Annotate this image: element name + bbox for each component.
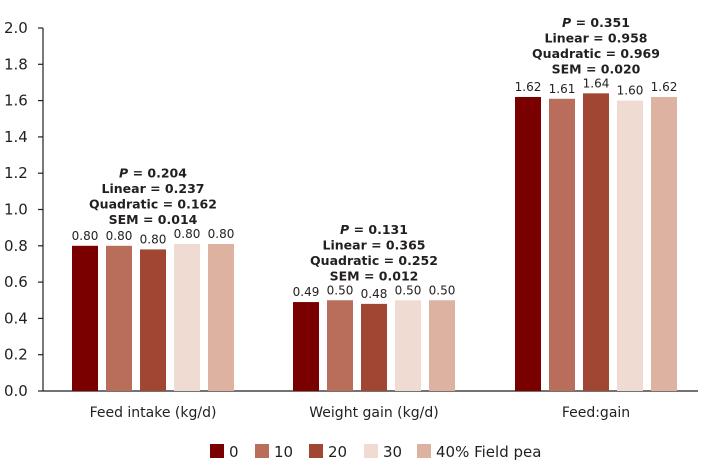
bar-20-1 bbox=[361, 303, 387, 391]
bar-20-2 bbox=[583, 93, 609, 391]
axes: 0.0 0.2 0.4 0.6 0.8 1.0 1.2 1.4 1.6 1.8 2.0 bbox=[4, 19, 698, 400]
bar-40-field-pea-0 bbox=[208, 243, 234, 391]
bar-10-2 bbox=[549, 98, 575, 391]
y-tick-label: 1.8 bbox=[4, 55, 28, 73]
bar-40-field-pea-1 bbox=[429, 300, 455, 391]
bar-value-label: 1.62 bbox=[515, 80, 542, 94]
value-labels: 0.80 0.49 1.62 0.80 0.50 1.61 0.80 0.48 1.64 0.80… bbox=[72, 76, 678, 301]
legend-swatch bbox=[309, 444, 323, 458]
bar-value-label: 0.80 bbox=[140, 232, 167, 246]
bar-0-1 bbox=[293, 302, 319, 391]
p-value: = 0.131 bbox=[349, 222, 408, 237]
legend-label: 20 bbox=[328, 443, 347, 461]
p-value: = 0.204 bbox=[128, 165, 187, 180]
bar-value-label: 0.80 bbox=[72, 229, 99, 243]
bar-10-0 bbox=[106, 245, 132, 391]
y-tick-label: 0.8 bbox=[4, 237, 28, 255]
y-tick-label: 2.0 bbox=[4, 19, 28, 37]
bar-30-1 bbox=[395, 300, 421, 391]
bar-value-label: 1.64 bbox=[583, 76, 610, 90]
bar-40-field-pea-2 bbox=[651, 96, 677, 391]
bar-value-label: 1.61 bbox=[549, 82, 576, 96]
legend-swatch bbox=[417, 444, 431, 458]
x-category-label: Feed:gain bbox=[562, 405, 630, 421]
legend-label: 0 bbox=[229, 443, 239, 461]
y-tick-label: 0.0 bbox=[4, 382, 28, 400]
bar-value-label: 1.62 bbox=[651, 80, 678, 94]
bar-value-label: 0.80 bbox=[106, 229, 133, 243]
x-category-label: Feed intake (kg/d) bbox=[90, 405, 217, 421]
p-value-line: P = 0.351 bbox=[562, 15, 630, 30]
legend-swatch bbox=[255, 444, 269, 458]
bar-10-1 bbox=[327, 300, 353, 391]
y-tick-label: 1.4 bbox=[4, 128, 28, 146]
y-axis-ticks: 0.0 0.2 0.4 0.6 0.8 1.0 1.2 1.4 1.6 1.8 2.0 bbox=[4, 19, 43, 400]
stat-line: Quadratic = 0.252 bbox=[310, 253, 438, 268]
stat-line: SEM = 0.020 bbox=[552, 61, 641, 76]
y-tick-label: 0.6 bbox=[4, 273, 28, 291]
stat-line: Quadratic = 0.969 bbox=[532, 46, 660, 61]
bar-value-label: 0.50 bbox=[429, 283, 456, 297]
bar-value-label: 0.80 bbox=[208, 227, 235, 241]
bar-value-label: 0.50 bbox=[327, 283, 354, 297]
bar-30-2 bbox=[617, 100, 643, 391]
bar-0-0 bbox=[72, 245, 98, 391]
bar-20-0 bbox=[140, 249, 166, 391]
stat-line: SEM = 0.012 bbox=[330, 268, 419, 283]
legend-label: 10 bbox=[274, 443, 293, 461]
bar-0-2 bbox=[515, 96, 541, 391]
p-label: P bbox=[562, 15, 571, 30]
y-tick-label: 1.2 bbox=[4, 164, 28, 182]
y-tick-label: 0.4 bbox=[4, 309, 28, 327]
bar-value-label: 0.49 bbox=[293, 285, 320, 299]
p-value: = 0.351 bbox=[571, 15, 630, 30]
legend-swatch bbox=[364, 444, 378, 458]
stat-line: SEM = 0.014 bbox=[109, 212, 198, 227]
y-tick-label: 1.0 bbox=[4, 201, 28, 219]
x-category-label: Weight gain (kg/d) bbox=[309, 405, 438, 421]
legend: 0 10 20 30 40% Field pea bbox=[210, 443, 541, 461]
legend-swatch bbox=[210, 444, 224, 458]
bar-value-label: 0.80 bbox=[174, 227, 201, 241]
stat-line: Quadratic = 0.162 bbox=[89, 196, 217, 211]
bar-value-label: 0.48 bbox=[361, 287, 388, 301]
p-label: P bbox=[340, 222, 349, 237]
stat-line: Linear = 0.958 bbox=[545, 30, 648, 45]
x-axis-category-labels: Feed intake (kg/d) Weight gain (kg/d) Feed… bbox=[90, 405, 631, 421]
y-tick-label: 1.6 bbox=[4, 92, 28, 110]
y-tick-label: 0.2 bbox=[4, 346, 28, 364]
legend-label: 40% Field pea bbox=[436, 443, 541, 461]
bar-value-label: 0.50 bbox=[395, 283, 422, 297]
legend-label: 30 bbox=[383, 443, 402, 461]
bar-value-label: 1.60 bbox=[617, 84, 644, 98]
bars bbox=[72, 93, 677, 391]
bar-30-0 bbox=[174, 243, 200, 391]
p-value-line: P = 0.131 bbox=[340, 222, 408, 237]
stat-line: Linear = 0.365 bbox=[323, 237, 426, 252]
p-value-line: P = 0.204 bbox=[119, 165, 187, 180]
p-label: P bbox=[119, 165, 128, 180]
stat-line: Linear = 0.237 bbox=[102, 181, 205, 196]
